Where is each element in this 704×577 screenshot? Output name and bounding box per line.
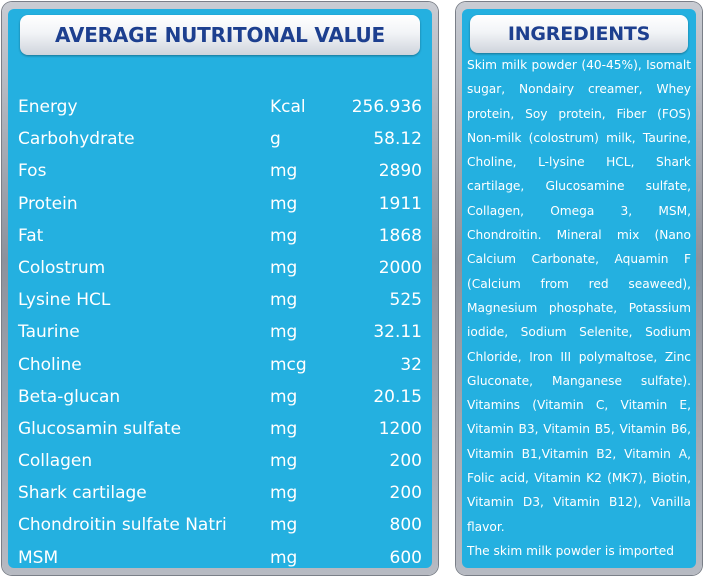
nutrient-value: 1200 [378,418,422,439]
nutrient-unit: mg [270,322,298,343]
ingredients-content: Skim milk powder (40-45%), Isomalt sugar… [467,53,691,568]
nutrient-value: 2890 [378,161,422,182]
nutrition-title-bar: AVERAGE NUTRITONAL VALUE [20,15,420,55]
nutrient-name: Energy [18,97,78,117]
nutrient-unit: mg [270,547,298,568]
nutrition-row: Energy Kcal 256.936 [8,91,432,123]
nutrient-value: 256.936 [351,97,422,117]
nutrient-value: 1868 [378,225,422,246]
nutrient-unit: mg [270,257,298,278]
nutrition-row: Collagen mg 200 [8,445,432,477]
nutrient-unit: mcg [270,354,307,375]
nutrient-name: Carbohydrate [18,129,135,150]
ingredients-title-bar: INGREDIENTS [470,15,688,53]
ingredients-title: INGREDIENTS [507,23,651,45]
nutrient-name: Colostrum [18,257,106,278]
nutrient-unit: Kcal [270,97,306,117]
nutrient-value: 800 [389,515,422,536]
nutrition-title: AVERAGE NUTRITONAL VALUE [55,23,385,47]
nutrition-row: Choline mcg 32 [8,349,432,381]
nutrient-unit: mg [270,225,298,246]
nutrient-value: 20.15 [373,386,422,407]
nutrient-value: 32 [400,354,422,375]
nutrition-panel: AVERAGE NUTRITONAL VALUE Energy Kcal 256.9… [2,2,438,575]
nutrition-row: Colostrum mg 2000 [8,252,432,284]
nutrient-value: 2000 [378,257,422,278]
nutrient-value: 1911 [378,193,422,214]
nutrition-row: Fat mg 1868 [8,220,432,252]
nutrition-row: Beta-glucan mg 20.15 [8,381,432,413]
nutrient-value: 600 [389,547,422,568]
nutrient-unit: mg [270,515,298,536]
nutrition-row: Protein mg 1911 [8,188,432,220]
nutrition-row: Glucosamin sulfate mg 1200 [8,413,432,445]
nutrient-value: 525 [389,290,422,311]
nutrient-name: Beta-glucan [18,386,121,407]
nutrient-unit: mg [270,193,298,214]
nutrient-name: Chondroitin sulfate Natri [18,515,227,536]
nutrient-name: Fos [18,161,47,182]
nutrient-name: Protein [18,193,78,214]
nutrient-name: Shark cartilage [18,483,147,504]
nutrient-name: Fat [18,225,44,246]
nutrient-unit: mg [270,161,298,182]
ingredients-panel-body: INGREDIENTS Skim milk powder (40-45%), I… [462,9,696,568]
nutrient-unit: mg [270,451,298,472]
nutrition-row: Fos mg 2890 [8,155,432,187]
nutrition-row: Taurine mg 32.11 [8,316,432,348]
nutrient-unit: mg [270,483,298,504]
nutrient-unit: g [270,129,281,150]
nutrient-name: MSM [18,547,59,568]
nutrition-row: Shark cartilage mg 200 [8,477,432,509]
nutrient-value: 200 [389,483,422,504]
nutrient-value: 200 [389,451,422,472]
ingredients-panel: INGREDIENTS Skim milk powder (40-45%), I… [456,2,702,575]
nutrient-name: Choline [18,354,82,375]
nutrition-row: Lysine HCL mg 525 [8,284,432,316]
nutrition-panel-body: AVERAGE NUTRITONAL VALUE Energy Kcal 256.9… [8,9,432,568]
ingredients-note: The skim milk powder is imported from Ne… [467,543,675,558]
nutrient-name: Glucosamin sulfate [18,418,182,439]
nutrition-row: Chondroitin sulfate Natri mg 800 [8,509,432,541]
nutrient-unit: mg [270,386,298,407]
nutrient-value: 58.12 [373,129,422,150]
nutrition-table: Energy Kcal 256.936 Carbohydrate g 58.12 Fos mg… [8,91,432,568]
nutrition-row: Carbohydrate g 58.12 [8,123,432,155]
nutrient-name: Taurine [18,322,80,343]
nutrient-name: Lysine HCL [18,290,111,311]
nutrient-unit: mg [270,290,298,311]
ingredients-text: Skim milk powder (40-45%), Isomalt sugar… [467,58,691,534]
nutrition-row: MSM mg 600 [8,542,432,568]
nutrient-unit: mg [270,418,298,439]
nutrient-value: 32.11 [373,322,422,343]
nutrient-name: Collagen [18,451,93,472]
